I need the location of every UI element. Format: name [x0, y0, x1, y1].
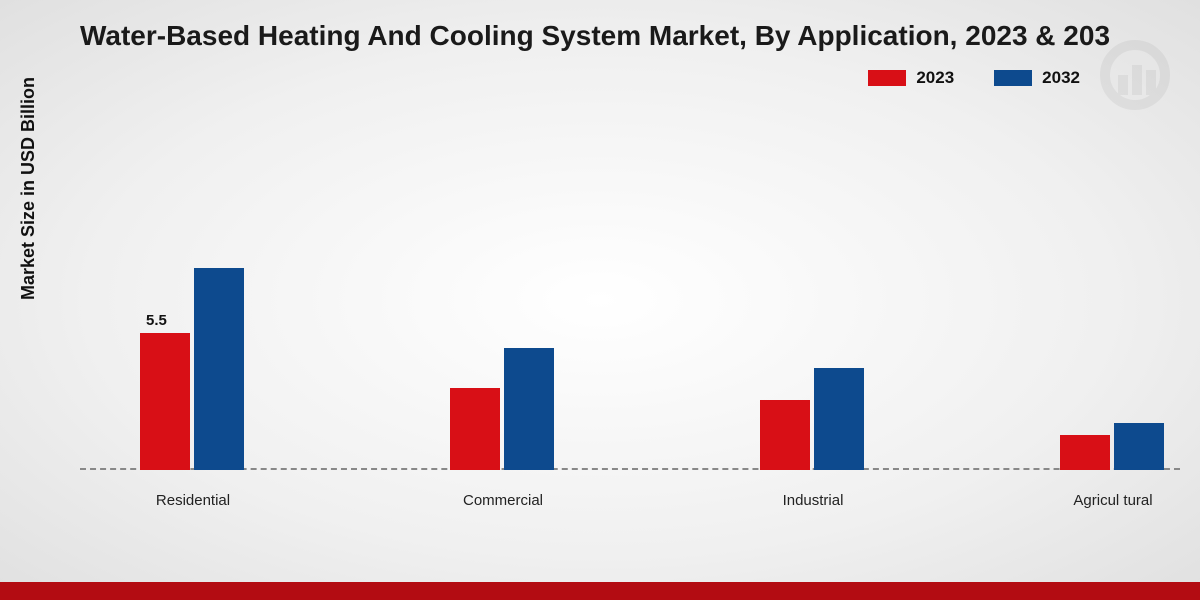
bar: [450, 388, 500, 471]
category-label: Residential: [138, 492, 248, 510]
bar: [504, 348, 554, 471]
bar: [194, 268, 244, 471]
legend-item-2023: 2023: [868, 68, 954, 88]
baseline: [80, 468, 1180, 470]
value-label: 5.5: [146, 312, 167, 329]
bar: [1114, 423, 1164, 471]
legend-label-2023: 2023: [916, 68, 954, 88]
footer-bar: [0, 582, 1200, 600]
category-label: Industrial: [758, 492, 868, 510]
bar-group: [760, 368, 864, 471]
bar: [140, 333, 190, 471]
legend-swatch-2032: [994, 70, 1032, 86]
legend: 2023 2032: [868, 68, 1080, 88]
legend-label-2032: 2032: [1042, 68, 1080, 88]
legend-swatch-2023: [868, 70, 906, 86]
bar-group: [140, 268, 244, 471]
chart-title: Water-Based Heating And Cooling System M…: [80, 20, 1200, 52]
y-axis-label: Market Size in USD Billion: [18, 77, 39, 300]
chart-area: Residential Commercial Industrial Agricul t…: [80, 120, 1180, 520]
bar: [814, 368, 864, 471]
bar-group: [450, 348, 554, 471]
bar: [1060, 435, 1110, 470]
category-label: Commercial: [448, 492, 558, 510]
bar-group: [1060, 423, 1164, 471]
legend-item-2032: 2032: [994, 68, 1080, 88]
category-label: Agricul tural: [1058, 492, 1168, 510]
bar: [760, 400, 810, 470]
